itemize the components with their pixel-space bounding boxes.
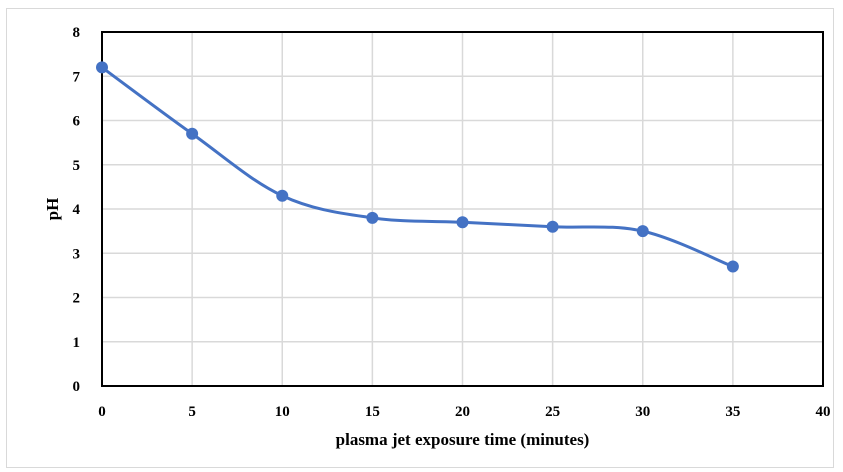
- x-tick-label: 20: [455, 404, 470, 420]
- data-points: [96, 61, 739, 273]
- x-tick-label: 40: [816, 404, 831, 420]
- data-point: [546, 220, 559, 233]
- y-tick-label: 3: [73, 246, 81, 262]
- series-line: [101, 66, 734, 268]
- x-tick-label: 25: [545, 404, 560, 420]
- data-point: [366, 211, 379, 224]
- x-axis-ticks: 0 5 10 15 20 25 30 35 40: [98, 404, 830, 420]
- data-point: [276, 189, 289, 202]
- x-tick-label: 30: [635, 404, 650, 420]
- y-tick-label: 4: [73, 202, 81, 218]
- data-point: [726, 260, 739, 273]
- y-tick-label: 6: [73, 114, 81, 130]
- x-tick-label: 15: [365, 404, 380, 420]
- x-axis-title: plasma jet exposure time (minutes): [336, 430, 590, 449]
- y-axis-ticks: 0 1 2 3 4 5 6 7 8: [73, 25, 81, 395]
- chart-container: [6, 8, 834, 468]
- data-point: [456, 216, 469, 229]
- y-tick-label: 1: [73, 335, 81, 351]
- x-tick-label: 0: [98, 404, 106, 420]
- y-axis-title: pH: [43, 198, 62, 221]
- data-point: [96, 61, 108, 74]
- grid: [102, 32, 823, 386]
- y-tick-label: 0: [73, 379, 81, 395]
- plot-area-border: [101, 31, 824, 387]
- x-tick-label: 5: [188, 404, 196, 420]
- x-tick-label: 10: [275, 404, 290, 420]
- y-tick-label: 5: [73, 158, 81, 174]
- y-tick-label: 8: [73, 25, 81, 41]
- y-tick-label: 7: [73, 69, 81, 85]
- x-tick-label: 35: [725, 404, 740, 420]
- y-tick-label: 2: [73, 291, 81, 307]
- data-point: [186, 127, 199, 140]
- data-point: [636, 225, 649, 238]
